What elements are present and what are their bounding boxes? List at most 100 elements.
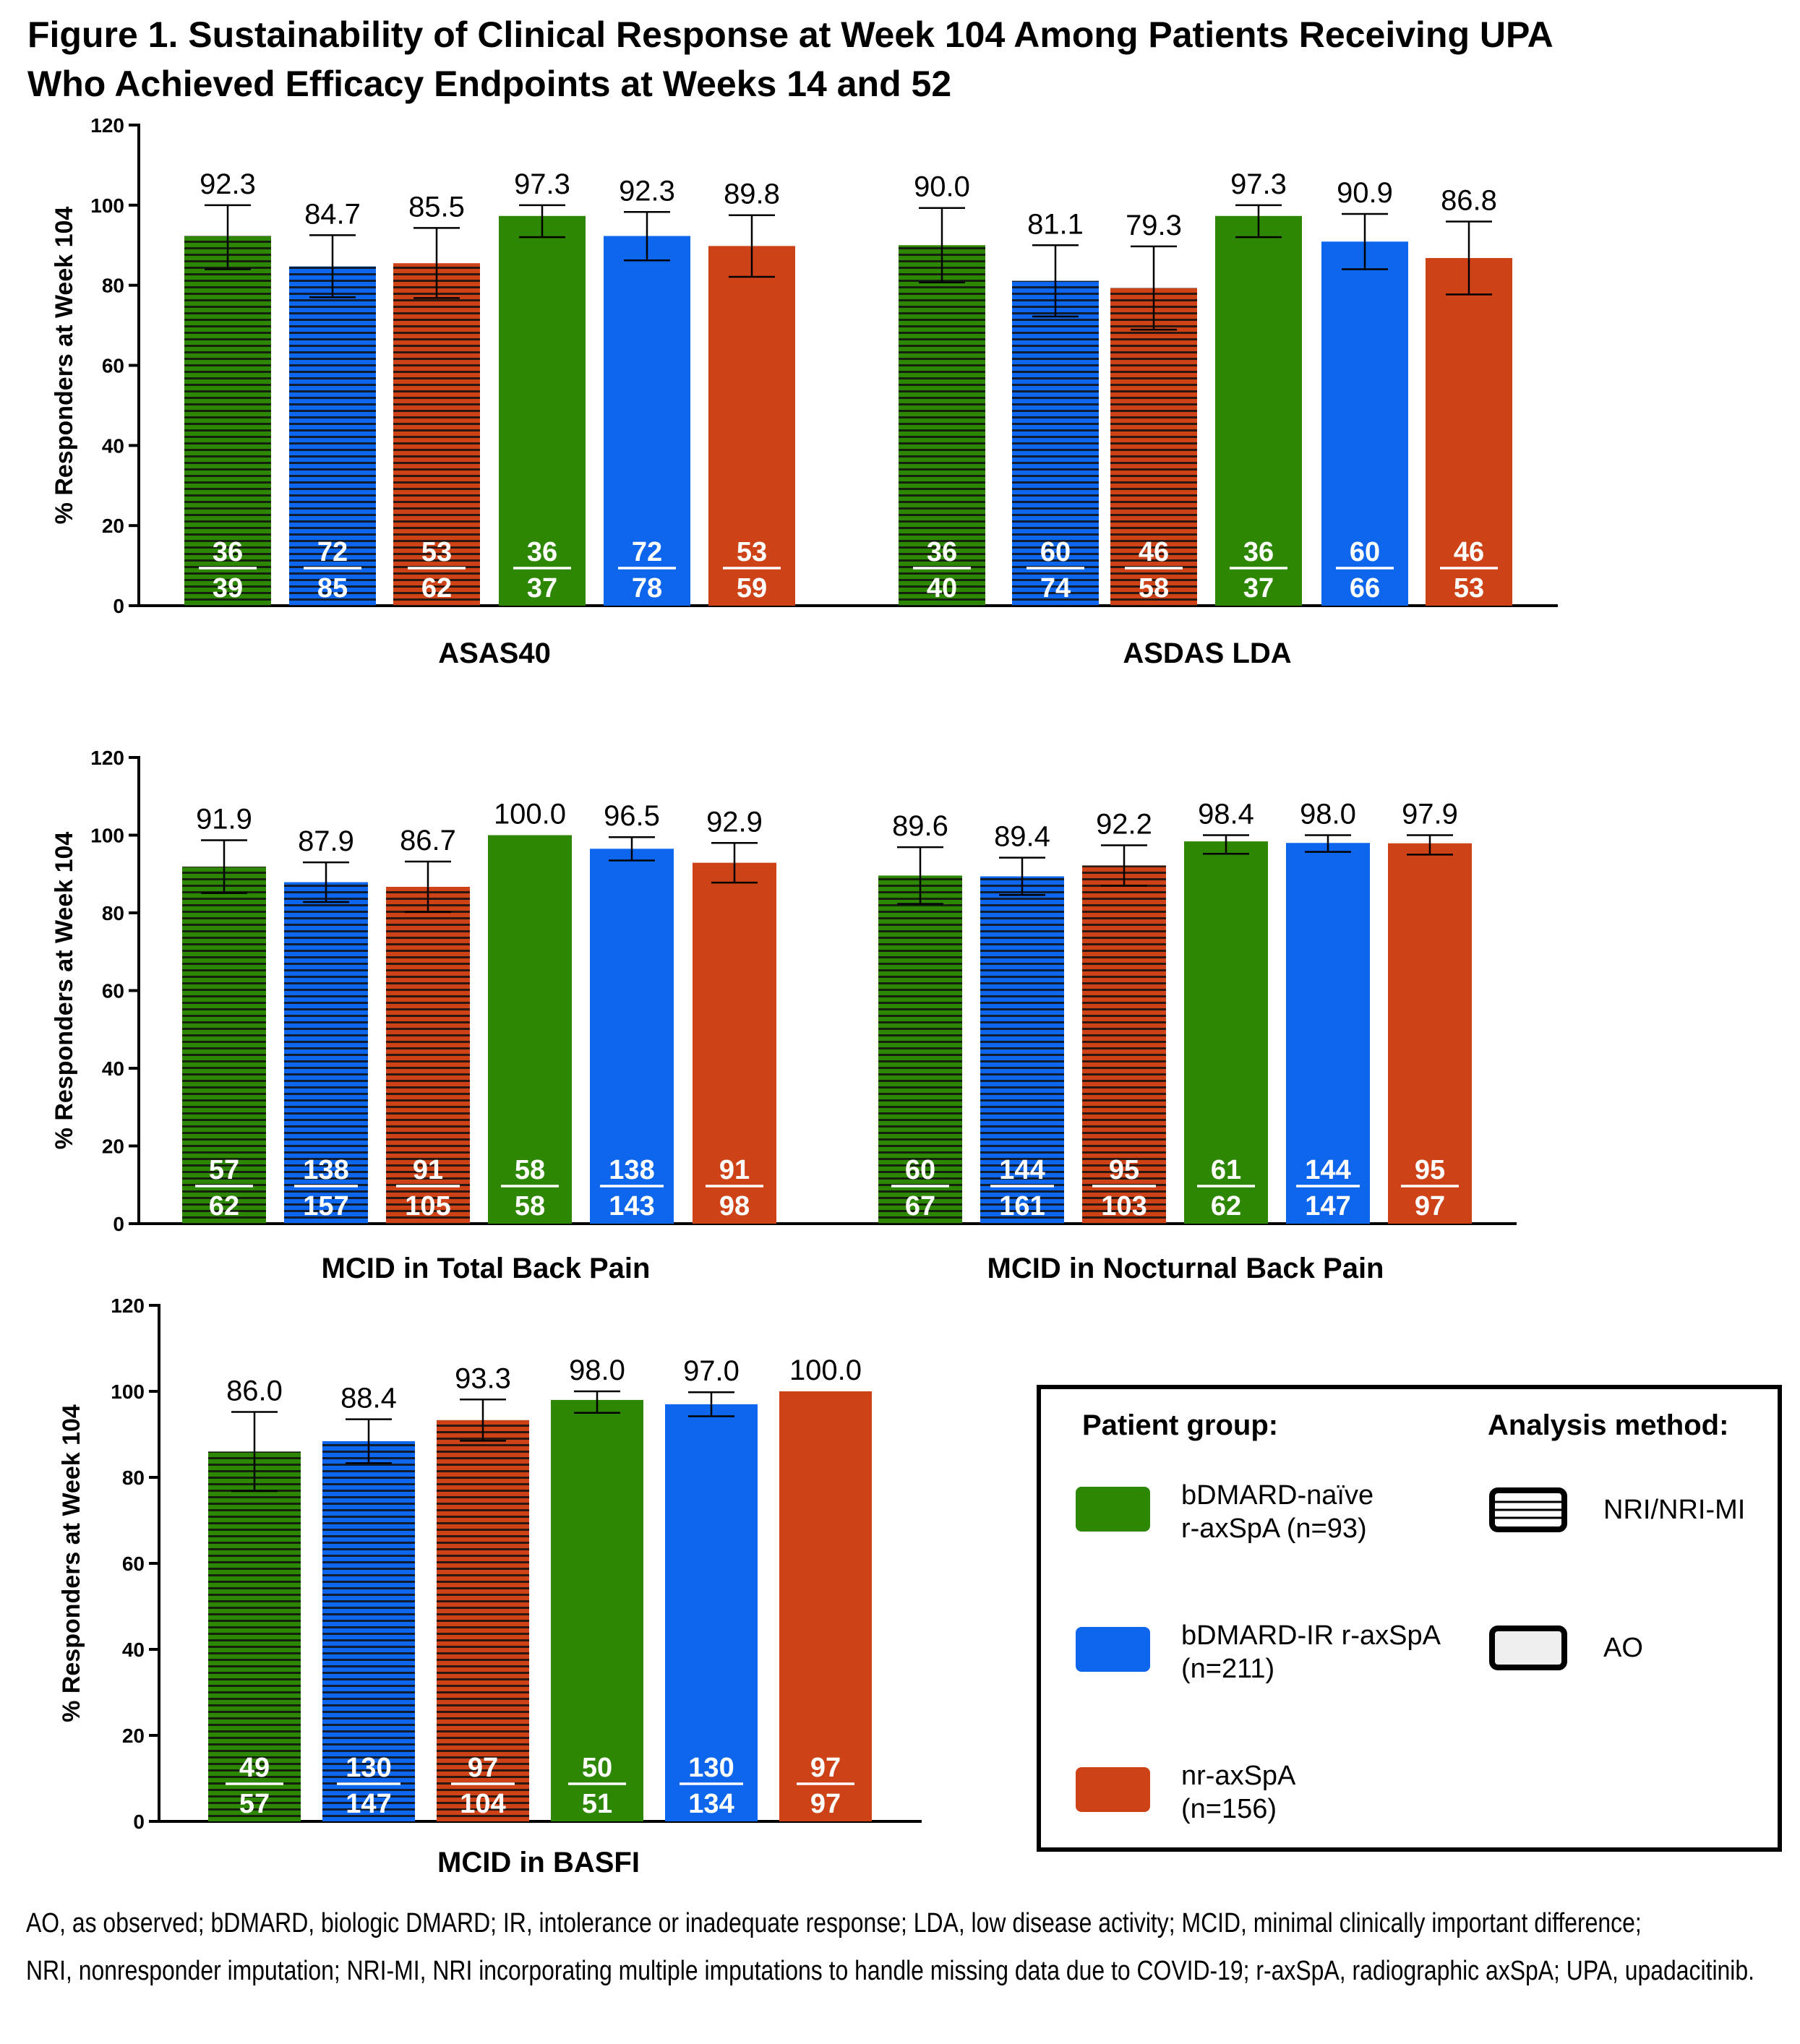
count-denominator: 67 [905, 1191, 935, 1221]
count-numerator: 36 [213, 537, 243, 567]
count-numerator: 97 [468, 1753, 498, 1783]
count-denominator: 37 [1243, 573, 1274, 604]
y-tick-label: 60 [102, 980, 124, 1002]
count-denominator: 40 [927, 573, 957, 604]
footnote-line-1: AO, as observed; bDMARD, biologic DMARD;… [26, 1908, 1642, 1938]
bar-nr-nri [393, 263, 480, 606]
y-axis-label: % Responders at Week 104 [51, 207, 78, 525]
count-numerator: 46 [1139, 537, 1169, 567]
y-tick-label: 80 [122, 1467, 145, 1489]
count-numerator: 50 [582, 1753, 612, 1783]
data-label: 90.9 [1337, 177, 1393, 209]
count-denominator: 74 [1040, 573, 1071, 604]
count-numerator: 58 [515, 1155, 545, 1185]
bar-nr-nri [1082, 865, 1166, 1224]
group-label: MCID in BASFI [437, 1847, 640, 1878]
y-axis-label: % Responders at Week 104 [58, 1404, 85, 1722]
count-numerator: 36 [1243, 537, 1274, 567]
y-tick-label: 120 [90, 114, 124, 137]
count-numerator: 36 [527, 537, 557, 567]
y-tick-label: 20 [102, 515, 124, 537]
y-tick-label: 40 [122, 1639, 145, 1661]
data-label: 96.5 [604, 800, 660, 832]
y-tick-label: 80 [102, 902, 124, 924]
data-label: 84.7 [304, 198, 361, 230]
data-label: 92.3 [619, 175, 675, 207]
bar-naive-ao [1215, 215, 1302, 606]
count-numerator: 95 [1415, 1155, 1445, 1185]
count-denominator: 66 [1350, 573, 1380, 604]
count-denominator: 58 [515, 1191, 545, 1221]
legend-label-nr-line-1: nr-axSpA [1181, 1761, 1296, 1791]
data-label: 93.3 [455, 1362, 511, 1394]
footnote-line-2: NRI, nonresponder imputation; NRI-MI, NR… [26, 1956, 1755, 1986]
figure-title-line-1: Figure 1. Sustainability of Clinical Res… [27, 14, 1553, 55]
count-numerator: 130 [346, 1753, 391, 1783]
data-label: 98.4 [1198, 799, 1254, 830]
charts-layer: 0 20 40 60 80 100 120 % Responders at Week 104 9… [51, 114, 1558, 1878]
group-label: MCID in Nocturnal Back Pain [987, 1253, 1384, 1284]
count-numerator: 91 [719, 1155, 750, 1185]
y-tick-label: 100 [90, 194, 124, 217]
count-denominator: 78 [632, 573, 662, 604]
legend-label-naive-line-1: bDMARD-naïve [1181, 1480, 1373, 1511]
data-label: 92.2 [1096, 808, 1152, 840]
data-label: 92.3 [200, 168, 256, 200]
data-label: 79.3 [1126, 210, 1182, 241]
count-numerator: 60 [905, 1155, 935, 1185]
count-numerator: 138 [609, 1155, 654, 1185]
bar-ir-nri [322, 1441, 415, 1821]
y-tick-label: 20 [122, 1725, 145, 1747]
data-label: 85.5 [408, 191, 465, 223]
bar-nr-ao [708, 246, 795, 606]
bar-ir-ao [1321, 241, 1408, 606]
count-denominator: 51 [582, 1789, 612, 1819]
count-denominator: 105 [405, 1191, 450, 1221]
legend-label-ir-line-2: (n=211) [1181, 1654, 1274, 1684]
y-tick-label: 0 [133, 1811, 145, 1833]
y-tick-label: 60 [102, 355, 124, 377]
count-numerator: 46 [1454, 537, 1484, 567]
bar-ir-ao [604, 236, 690, 606]
count-denominator: 37 [527, 573, 557, 604]
count-numerator: 61 [1211, 1155, 1241, 1185]
count-denominator: 147 [1305, 1191, 1350, 1221]
y-tick-label: 40 [102, 1057, 124, 1080]
count-numerator: 49 [239, 1753, 270, 1783]
data-label: 89.6 [892, 810, 948, 842]
data-label: 87.9 [298, 825, 354, 857]
data-label: 98.0 [569, 1354, 625, 1386]
legend-label-ir-line-1: bDMARD-IR r-axSpA [1181, 1620, 1441, 1651]
bar-naive-ao [1184, 841, 1268, 1224]
y-tick-label: 100 [111, 1380, 145, 1403]
y-tick-label: 120 [90, 747, 124, 769]
count-denominator: 97 [810, 1789, 841, 1819]
bar-ir-ao [1286, 843, 1370, 1224]
count-denominator: 53 [1454, 573, 1484, 604]
count-numerator: 53 [737, 537, 767, 567]
data-label: 97.3 [514, 168, 570, 200]
legend-swatch-naive [1076, 1487, 1150, 1532]
count-denominator: 58 [1139, 573, 1169, 604]
y-tick-label: 120 [111, 1294, 145, 1317]
data-label: 97.9 [1402, 799, 1458, 830]
count-numerator: 53 [421, 537, 452, 567]
count-denominator: 97 [1415, 1191, 1445, 1221]
data-label: 98.0 [1300, 799, 1356, 830]
bar-ir-nri [1012, 280, 1099, 606]
data-label: 81.1 [1027, 208, 1084, 240]
data-label: 86.0 [226, 1375, 283, 1407]
data-label: 97.3 [1230, 168, 1287, 200]
legend-method-ao-swatch [1489, 1626, 1567, 1670]
bar-ir-nri [289, 266, 376, 606]
bar-nr-nri [1110, 288, 1197, 606]
bar-naive-nri [184, 236, 271, 606]
count-denominator: 62 [1211, 1191, 1241, 1221]
count-denominator: 85 [317, 573, 348, 604]
data-label: 86.8 [1441, 185, 1497, 217]
figure-title: Figure 1. Sustainability of Clinical Res… [27, 10, 1777, 108]
legend-method-nri-label: NRI/NRI-MI [1603, 1495, 1745, 1525]
legend-swatch-nr [1076, 1767, 1150, 1812]
bar-ir-ao [665, 1404, 758, 1821]
group-label: MCID in Total Back Pain [322, 1253, 651, 1284]
